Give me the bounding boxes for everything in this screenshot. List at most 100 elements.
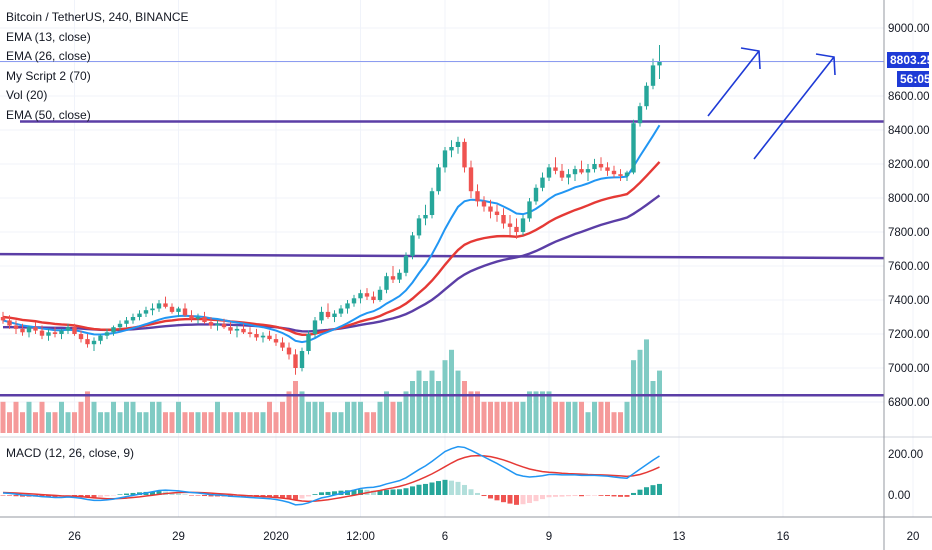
candle-body [436,167,441,192]
volume-bar [540,391,545,433]
macd-histogram-bar [605,495,610,497]
candle-body [631,123,636,173]
candle-body [462,141,467,168]
candle-body [644,85,649,107]
volume-bar [130,401,136,433]
macd-histogram-bar [579,495,584,497]
candle-body [13,325,19,329]
volume-bar [0,401,6,433]
candle [371,291,376,304]
arrow-shaft [707,50,760,117]
candle [332,310,337,323]
legend-vol[interactable]: Vol (20) [6,88,48,103]
macd-histogram-bar [371,490,376,495]
candle [0,311,6,324]
volume-bar [195,412,201,433]
candle [527,198,532,222]
legend-macd[interactable]: MACD (12, 26, close, 9) [6,446,135,460]
candle-body [611,170,617,175]
candle [481,196,487,212]
candle [468,160,474,198]
trend-arrow-1 [707,47,761,117]
volume-bar [572,401,578,433]
candle [475,184,480,207]
candle-body [20,328,25,333]
volume-bar [39,401,45,433]
volume-bar [624,401,630,433]
macd-histogram-bar [13,495,19,497]
macd-histogram-bar [644,487,649,495]
volume-bar [111,401,116,433]
candle-body [494,211,500,215]
volume-bar [592,401,597,433]
legend-ema26[interactable]: EMA (26, close) [6,49,91,64]
macd-histogram-bar [20,495,25,497]
volume-bar [91,401,97,433]
volume-bar [611,412,617,433]
drawn-arrows[interactable] [707,47,836,160]
volume-bar [423,381,428,433]
horizontal-lines[interactable] [0,120,885,397]
volume-bar [254,412,259,433]
macd-histogram-bar [546,495,552,498]
macd-histogram-bar [540,495,545,500]
candle [59,328,64,340]
macd-histogram-bar [611,495,617,497]
volume-bar [650,381,656,433]
candle-body [507,223,513,227]
candle [195,313,201,324]
macd-histogram-bar [416,484,422,495]
candle-body [618,174,623,176]
legend-ema13[interactable]: EMA (13, close) [6,29,91,44]
macd-histogram-bar [111,495,116,496]
candle [312,317,318,338]
candle-body [566,174,571,178]
legend-ema50[interactable]: EMA (50, close) [6,107,91,122]
time-tick-label: 16 [777,531,790,543]
macd-histogram-bar [130,492,136,495]
volume-bar [33,412,38,433]
candle-body [403,255,409,273]
candle-body [514,226,519,232]
indicator-legend: Bitcoin / TetherUS, 240, BINANCE EMA (13… [6,8,189,126]
candle-body [189,315,194,319]
candle [553,157,558,175]
macd-histogram-bar [423,483,428,495]
volume-bar [332,412,337,433]
volume-bar [234,412,240,433]
volume-bar [371,412,376,433]
volume-bar [390,401,396,433]
candle [280,337,285,351]
candle [299,347,305,372]
candle [26,325,32,338]
volume-bar [442,360,448,433]
volume-bar [20,412,25,433]
candle [260,332,266,343]
candle-body [319,311,324,321]
macd-histogram-bar [117,494,123,495]
volume-bar [566,401,571,433]
macd-histogram-bar [319,492,324,495]
candle-body [390,276,396,280]
volume-bar [494,401,500,433]
candle [13,320,19,334]
candle [611,165,617,178]
macd-histogram-bar [566,495,571,497]
price-tick-label: 7000.00 [888,363,930,375]
candle-body [124,320,129,324]
legend-script[interactable]: My Script 2 (70) [6,68,91,83]
volume-bar [377,401,383,433]
volume-bar [65,412,71,433]
candle-body [91,340,97,345]
macd-histogram-bar [501,495,506,503]
candle-body [325,311,331,317]
candle [228,322,233,334]
volume-bar [150,401,155,433]
volume-bar [475,391,480,433]
candle [137,310,142,321]
macd-histogram-bar [468,489,474,495]
volume-bar [462,381,467,433]
symbol-title[interactable]: Bitcoin / TetherUS, 240, BINANCE [6,10,189,24]
